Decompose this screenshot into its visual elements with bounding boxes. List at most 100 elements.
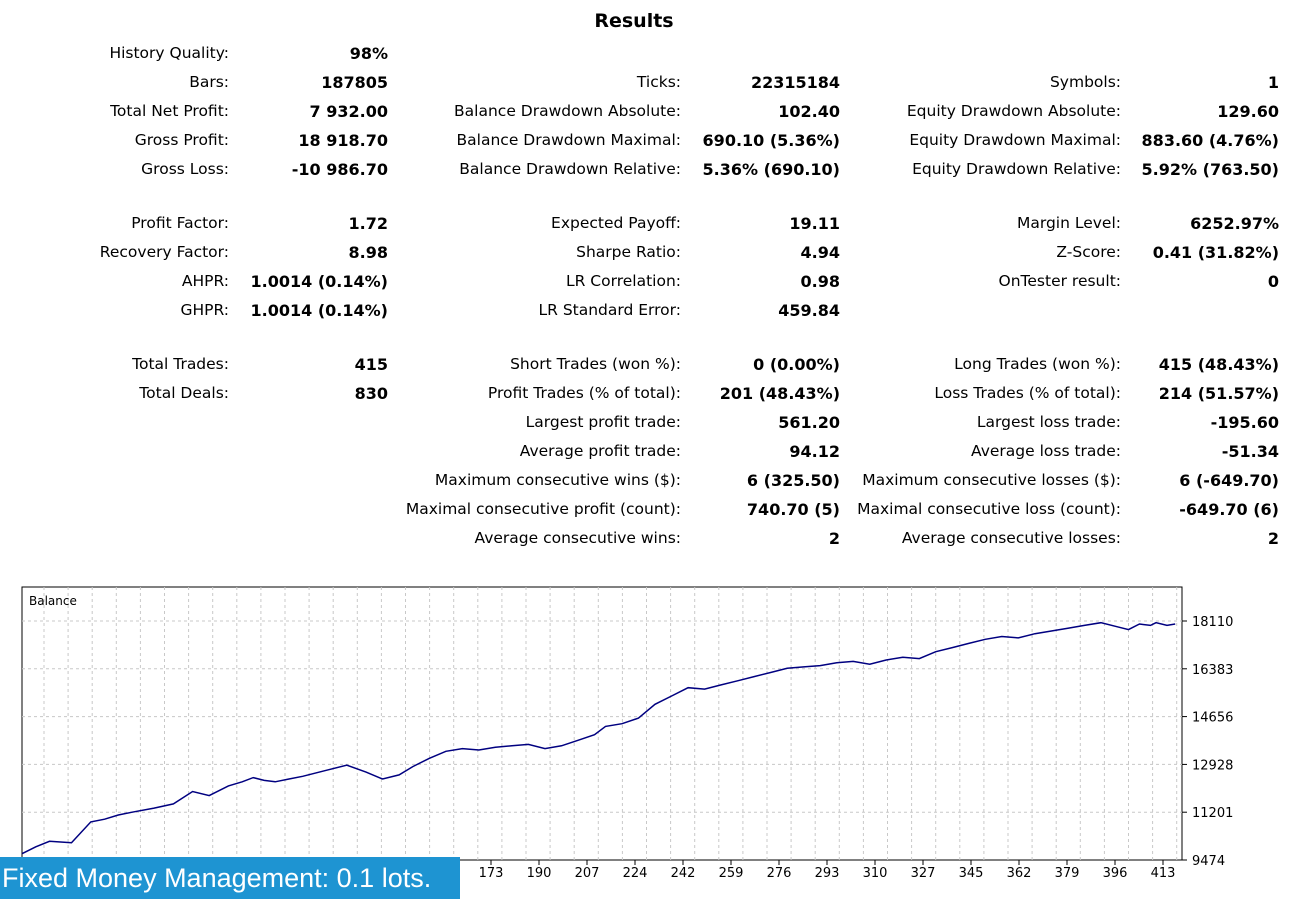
stat-label: Largest loss trade: — [976, 413, 1121, 431]
stat-value: 18 918.70 — [298, 131, 388, 150]
x-tick-label: 173 — [479, 866, 504, 881]
stat-label: Sharpe Ratio: — [576, 243, 681, 261]
stat-label: History Quality: — [109, 44, 229, 62]
stat-label: Total Trades: — [132, 355, 229, 373]
x-tick-label: 345 — [959, 866, 984, 881]
stat-label: Expected Payoff: — [551, 214, 681, 232]
stat-label: Equity Drawdown Relative: — [912, 160, 1121, 178]
stat-value: 1 — [1267, 73, 1279, 92]
stat-label: Recovery Factor: — [99, 243, 229, 261]
y-tick-label: 14656 — [1192, 711, 1233, 726]
stat-value: 8.98 — [348, 243, 388, 262]
money-management-banner: Fixed Money Management: 0.1 lots. — [0, 857, 460, 899]
stat-label: Short Trades (won %): — [510, 355, 681, 373]
stat-label: Symbols: — [1049, 73, 1121, 91]
stat-label: Maximum consecutive losses ($): — [862, 471, 1121, 489]
stat-value: 690.10 (5.36%) — [702, 131, 840, 150]
stat-label: Long Trades (won %): — [954, 355, 1121, 373]
stat-value: -10 986.70 — [291, 160, 388, 179]
plot-frame — [21, 586, 1183, 861]
stat-label: Gross Loss: — [141, 160, 229, 178]
x-tick-label: 327 — [911, 866, 936, 881]
chart-legend-label: Balance — [29, 594, 77, 608]
stat-value: 2 — [828, 529, 840, 548]
stat-label: OnTester result: — [998, 272, 1121, 290]
stat-value: 214 (51.57%) — [1158, 384, 1279, 403]
stat-label: Z-Score: — [1056, 243, 1121, 261]
stat-value: 0.41 (31.82%) — [1152, 243, 1279, 262]
x-tick-label: 379 — [1055, 866, 1080, 881]
x-tick-label: 259 — [719, 866, 744, 881]
y-tick-label: 18110 — [1192, 615, 1233, 630]
x-tick-label: 190 — [527, 866, 552, 881]
stat-value: 1.0014 (0.14%) — [250, 272, 388, 291]
stat-value: 6 (-649.70) — [1179, 471, 1279, 490]
stat-value: 415 (48.43%) — [1158, 355, 1279, 374]
stat-label: Equity Drawdown Maximal: — [909, 131, 1121, 149]
x-tick-label: 276 — [767, 866, 792, 881]
stat-value: -195.60 — [1210, 413, 1279, 432]
stat-value: 94.12 — [789, 442, 840, 461]
stat-label: Average loss trade: — [971, 442, 1121, 460]
stat-value: 129.60 — [1217, 102, 1279, 121]
stat-value: 2 — [1267, 529, 1279, 548]
stat-value: -649.70 (6) — [1179, 500, 1279, 519]
stat-value: 1.72 — [348, 214, 388, 233]
stat-label: Total Net Profit: — [110, 102, 229, 120]
stat-label: Margin Level: — [1016, 214, 1121, 232]
y-tick-label: 16383 — [1192, 663, 1233, 678]
stat-value: 459.84 — [778, 301, 840, 320]
y-tick-label: 12928 — [1192, 758, 1233, 773]
stat-label: Bars: — [189, 73, 229, 91]
stat-value: 0.98 — [800, 272, 840, 291]
stat-value: 5.92% (763.50) — [1141, 160, 1279, 179]
stat-label: Balance Drawdown Maximal: — [456, 131, 681, 149]
stat-label: Total Deals: — [139, 384, 229, 402]
stat-value: 830 — [354, 384, 388, 403]
stat-value: 883.60 (4.76%) — [1141, 131, 1279, 150]
stat-label: Loss Trades (% of total): — [934, 384, 1121, 402]
stat-value: 22315184 — [750, 73, 840, 92]
stat-value: 6 (325.50) — [746, 471, 840, 490]
stat-label: Profit Factor: — [131, 214, 229, 232]
stat-value: 561.20 — [778, 413, 840, 432]
x-tick-label: 242 — [671, 866, 696, 881]
stat-value: 98% — [349, 44, 388, 63]
results-title: Results — [594, 10, 674, 32]
stat-label: AHPR: — [181, 272, 229, 290]
balance-chart-svg: 18110 16383 14656 12928 11201 9474 173 190 207 22… — [21, 586, 1233, 881]
stat-label: Average consecutive losses: — [901, 529, 1121, 547]
stat-value: 187805 — [321, 73, 388, 92]
x-tick-label: 293 — [815, 866, 840, 881]
x-tick-label: 224 — [623, 866, 648, 881]
x-tick-label: 310 — [863, 866, 888, 881]
x-tick-label: 396 — [1103, 866, 1128, 881]
stat-label: LR Correlation: — [565, 272, 681, 290]
stat-value: 740.70 (5) — [746, 500, 840, 519]
stat-value: -51.34 — [1221, 442, 1279, 461]
stat-label: Ticks: — [636, 73, 681, 91]
stat-value: 0 (0.00%) — [753, 355, 840, 374]
y-tick-label: 9474 — [1192, 854, 1225, 869]
y-tick-label: 11201 — [1192, 806, 1233, 821]
stat-label: Maximal consecutive loss (count): — [857, 500, 1121, 518]
stat-label: Maximum consecutive wins ($): — [434, 471, 681, 489]
x-tick-label: 362 — [1007, 866, 1032, 881]
stat-value: 5.36% (690.10) — [702, 160, 840, 179]
x-tick-label: 207 — [575, 866, 600, 881]
stat-value: 415 — [354, 355, 388, 374]
x-tick-label: 413 — [1151, 866, 1176, 881]
stat-label: Profit Trades (% of total): — [487, 384, 681, 402]
stat-label: Balance Drawdown Relative: — [459, 160, 681, 178]
stat-label: LR Standard Error: — [538, 301, 681, 319]
stat-label: Balance Drawdown Absolute: — [454, 102, 681, 120]
stat-label: GHPR: — [180, 301, 229, 319]
stat-label: Average profit trade: — [519, 442, 681, 460]
stat-value: 19.11 — [789, 214, 840, 233]
stat-label: Average consecutive wins: — [474, 529, 682, 547]
stat-value: 1.0014 (0.14%) — [250, 301, 388, 320]
stat-label: Gross Profit: — [134, 131, 229, 149]
balance-series-line — [21, 621, 1176, 855]
stat-value: 6252.97% — [1190, 214, 1279, 233]
stat-value: 201 (48.43%) — [719, 384, 840, 403]
